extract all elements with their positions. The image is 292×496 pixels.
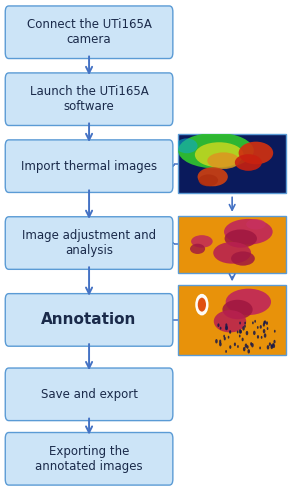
Circle shape	[244, 321, 246, 324]
Circle shape	[246, 331, 248, 335]
Circle shape	[263, 323, 265, 327]
Ellipse shape	[198, 167, 228, 186]
Circle shape	[223, 335, 225, 338]
Ellipse shape	[223, 300, 253, 319]
Circle shape	[239, 321, 241, 324]
Ellipse shape	[176, 138, 198, 153]
Circle shape	[253, 331, 256, 335]
Ellipse shape	[207, 152, 240, 169]
Circle shape	[219, 340, 221, 343]
Circle shape	[219, 342, 222, 346]
Circle shape	[263, 321, 265, 325]
Ellipse shape	[246, 219, 266, 230]
FancyBboxPatch shape	[5, 6, 173, 59]
Circle shape	[229, 330, 231, 334]
Circle shape	[273, 340, 276, 344]
Ellipse shape	[199, 175, 218, 186]
Circle shape	[225, 323, 227, 327]
Circle shape	[244, 325, 246, 328]
Text: Connect the UTi165A
camera: Connect the UTi165A camera	[27, 18, 152, 46]
FancyBboxPatch shape	[5, 433, 173, 485]
Text: Exporting the
annotated images: Exporting the annotated images	[35, 445, 143, 473]
Circle shape	[259, 347, 261, 349]
Circle shape	[245, 343, 247, 348]
Circle shape	[257, 335, 259, 339]
Ellipse shape	[235, 154, 262, 171]
FancyBboxPatch shape	[178, 285, 286, 355]
Circle shape	[237, 345, 239, 348]
FancyBboxPatch shape	[5, 294, 173, 346]
Ellipse shape	[226, 289, 271, 315]
Circle shape	[252, 321, 254, 324]
Circle shape	[215, 339, 218, 343]
Ellipse shape	[190, 244, 205, 254]
Circle shape	[225, 326, 228, 330]
Circle shape	[267, 327, 268, 330]
Circle shape	[250, 342, 252, 346]
FancyBboxPatch shape	[5, 140, 173, 192]
Circle shape	[264, 333, 266, 338]
Ellipse shape	[231, 251, 255, 266]
Circle shape	[241, 338, 244, 341]
FancyBboxPatch shape	[5, 217, 173, 269]
Ellipse shape	[224, 219, 273, 245]
Circle shape	[251, 343, 254, 347]
Circle shape	[243, 347, 246, 351]
Circle shape	[217, 323, 220, 327]
Ellipse shape	[214, 310, 246, 332]
Ellipse shape	[195, 142, 244, 167]
Circle shape	[196, 295, 208, 315]
Ellipse shape	[225, 230, 257, 248]
Circle shape	[239, 329, 241, 334]
Circle shape	[224, 337, 226, 340]
Circle shape	[269, 342, 271, 346]
Circle shape	[257, 326, 259, 329]
Circle shape	[228, 336, 230, 339]
Circle shape	[234, 342, 236, 346]
Circle shape	[225, 326, 228, 330]
Ellipse shape	[191, 235, 213, 248]
Circle shape	[225, 350, 227, 353]
Circle shape	[261, 336, 263, 339]
Circle shape	[246, 345, 248, 349]
Circle shape	[264, 320, 266, 324]
Ellipse shape	[178, 133, 254, 169]
Text: Image adjustment and
analysis: Image adjustment and analysis	[22, 229, 156, 257]
FancyBboxPatch shape	[5, 368, 173, 421]
Circle shape	[271, 344, 273, 348]
Ellipse shape	[239, 142, 273, 164]
FancyBboxPatch shape	[5, 73, 173, 125]
Circle shape	[267, 345, 269, 350]
Circle shape	[260, 325, 262, 329]
Circle shape	[270, 345, 273, 349]
Text: Save and export: Save and export	[41, 388, 138, 401]
Circle shape	[242, 326, 245, 330]
Text: Launch the UTi165A
software: Launch the UTi165A software	[30, 85, 148, 113]
Circle shape	[239, 335, 241, 337]
FancyBboxPatch shape	[178, 134, 286, 193]
Circle shape	[272, 344, 275, 348]
Ellipse shape	[213, 242, 251, 264]
Circle shape	[274, 330, 276, 333]
Text: Import thermal images: Import thermal images	[21, 160, 157, 173]
Circle shape	[247, 349, 250, 354]
Circle shape	[198, 298, 206, 311]
Circle shape	[229, 345, 231, 349]
Circle shape	[220, 327, 222, 330]
Circle shape	[266, 321, 268, 325]
FancyBboxPatch shape	[178, 216, 286, 273]
Circle shape	[240, 330, 242, 333]
Circle shape	[254, 320, 256, 323]
Circle shape	[272, 343, 274, 346]
Text: Annotation: Annotation	[41, 312, 137, 327]
Circle shape	[263, 329, 265, 333]
Circle shape	[237, 330, 239, 333]
